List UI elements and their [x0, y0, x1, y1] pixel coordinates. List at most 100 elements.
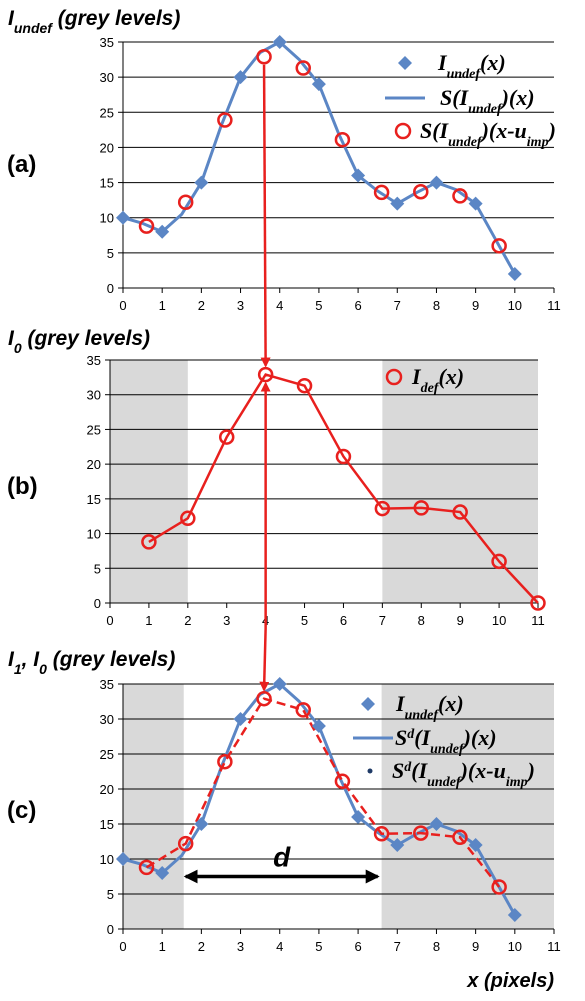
data-point-diamond: [429, 175, 444, 190]
data-point-diamond: [116, 852, 130, 866]
panel-label: (c): [7, 797, 36, 824]
y-tick-label: 25: [100, 105, 114, 120]
chart-panel-2: 0510152025303501234567891011I0 (grey lev…: [7, 327, 546, 628]
x-tick-label: 1: [159, 298, 166, 313]
data-point-circle: [452, 504, 468, 520]
data-point-diamond: [272, 677, 287, 691]
data-point-circle: [257, 366, 274, 383]
chart-panel-1: 0 5 10 15 20 25 30 35 0 1 2 3 4 5 6 7 8 9 10 11 Iundef (grey…: [7, 7, 561, 313]
x-tick-label: 5: [315, 939, 322, 954]
data-point-diamond: [390, 838, 405, 852]
y-tick-label: 15: [87, 492, 101, 507]
data-point-circle: [295, 702, 311, 718]
distance-label: d: [273, 842, 291, 873]
panel-label: (b): [7, 473, 38, 500]
data-point-circle: [530, 595, 546, 611]
y-tick-label: 20: [87, 457, 101, 472]
y-tick-label: 20: [100, 782, 114, 797]
data-point-circle: [218, 429, 235, 445]
x-tick-label: 8: [418, 613, 425, 628]
series-line-dashed: [145, 697, 501, 888]
arrow-a-to-b: [260, 64, 271, 368]
data-point-diamond: [311, 719, 326, 733]
x-tick-label: 10: [492, 613, 506, 628]
x-tick-label: 1: [159, 939, 166, 954]
data-point-circle: [296, 377, 313, 394]
data-point-diamond: [155, 224, 170, 239]
x-tick-label: 8: [433, 939, 440, 954]
legend-entry: Idef(x): [411, 364, 464, 396]
y-tick-label: 5: [107, 246, 114, 261]
shaded-region: [110, 360, 188, 603]
y-axis-title: I0 (grey levels): [8, 327, 150, 356]
data-point-diamond: [155, 866, 170, 880]
data-point-circle: [138, 218, 155, 234]
data-point-diamond: [351, 810, 366, 824]
legend-swatch-diamond: [361, 697, 375, 711]
x-tick-label: 3: [237, 939, 244, 954]
data-point-circle: [256, 49, 272, 65]
shaded-region: [123, 684, 184, 929]
x-tick-label: 7: [394, 939, 401, 954]
y-tick-label: 10: [87, 527, 101, 542]
data-point-diamond: [429, 817, 444, 831]
data-point-circle: [295, 60, 311, 76]
legend-swatch-circle: [385, 368, 403, 386]
data-point-circle: [491, 879, 507, 895]
y-tick-label: 30: [100, 70, 114, 85]
y-tick-label: 30: [87, 388, 101, 403]
data-point-diamond: [116, 210, 130, 225]
data-point-circle: [373, 184, 390, 201]
x-tick-label: 7: [394, 298, 401, 313]
data-point-diamond: [468, 838, 483, 852]
x-tick-label: 5: [301, 613, 308, 628]
data-point-circle: [491, 238, 507, 254]
x-tick-label: 5: [315, 298, 322, 313]
data-point-circle: [180, 510, 196, 527]
data-point-circle: [413, 500, 430, 516]
y-tick-label: 15: [100, 817, 114, 832]
data-point-diamond: [233, 70, 248, 85]
y-tick-label: 5: [107, 887, 114, 902]
series-line-red: [148, 373, 539, 604]
x-tick-label: 2: [184, 613, 191, 628]
data-point-circle: [452, 188, 468, 204]
x-tick-label: 2: [198, 939, 205, 954]
y-tick-label: 0: [107, 922, 114, 937]
y-tick-label: 10: [100, 211, 114, 226]
data-point-circle: [334, 131, 351, 148]
legend-entry: Sd(Iundef)(x): [395, 725, 497, 757]
x-tick-label: 8: [433, 298, 440, 313]
y-tick-label: 0: [107, 281, 114, 296]
x-tick-label: 2: [198, 298, 205, 313]
x-tick-label: 3: [237, 298, 244, 313]
data-point-diamond: [390, 196, 405, 211]
data-point-circle: [373, 826, 390, 842]
shaded-region: [381, 684, 554, 929]
data-point-diamond: [507, 266, 522, 281]
panel-label: (a): [7, 151, 36, 178]
legend-swatch-diamond: [398, 56, 412, 70]
y-tick-label: 5: [94, 561, 101, 576]
data-point-circle: [335, 448, 352, 465]
x-tick-label: 0: [106, 613, 113, 628]
legend-entry: S(Iundef)(x): [440, 85, 535, 117]
data-point-diamond: [194, 175, 209, 190]
y-tick-label: 25: [87, 422, 101, 437]
y-tick-label: 35: [87, 353, 101, 368]
x-tick-label: 11: [547, 298, 561, 313]
x-tick-label: 10: [508, 298, 522, 313]
y-tick-label: 0: [94, 596, 101, 611]
data-point-circle: [141, 534, 157, 550]
data-point-diamond: [272, 35, 287, 49]
shaded-region: [382, 360, 538, 603]
y-tick-label: 20: [100, 140, 114, 155]
y-tick-label: 30: [100, 712, 114, 727]
y-axis-title: I1, I0 (grey levels): [8, 648, 175, 677]
x-tick-label: 6: [354, 298, 361, 313]
data-point-circle: [413, 825, 429, 841]
data-point-circle: [138, 859, 155, 876]
legend-entry: Iundef(x): [437, 50, 506, 82]
x-tick-label: 11: [531, 613, 545, 628]
